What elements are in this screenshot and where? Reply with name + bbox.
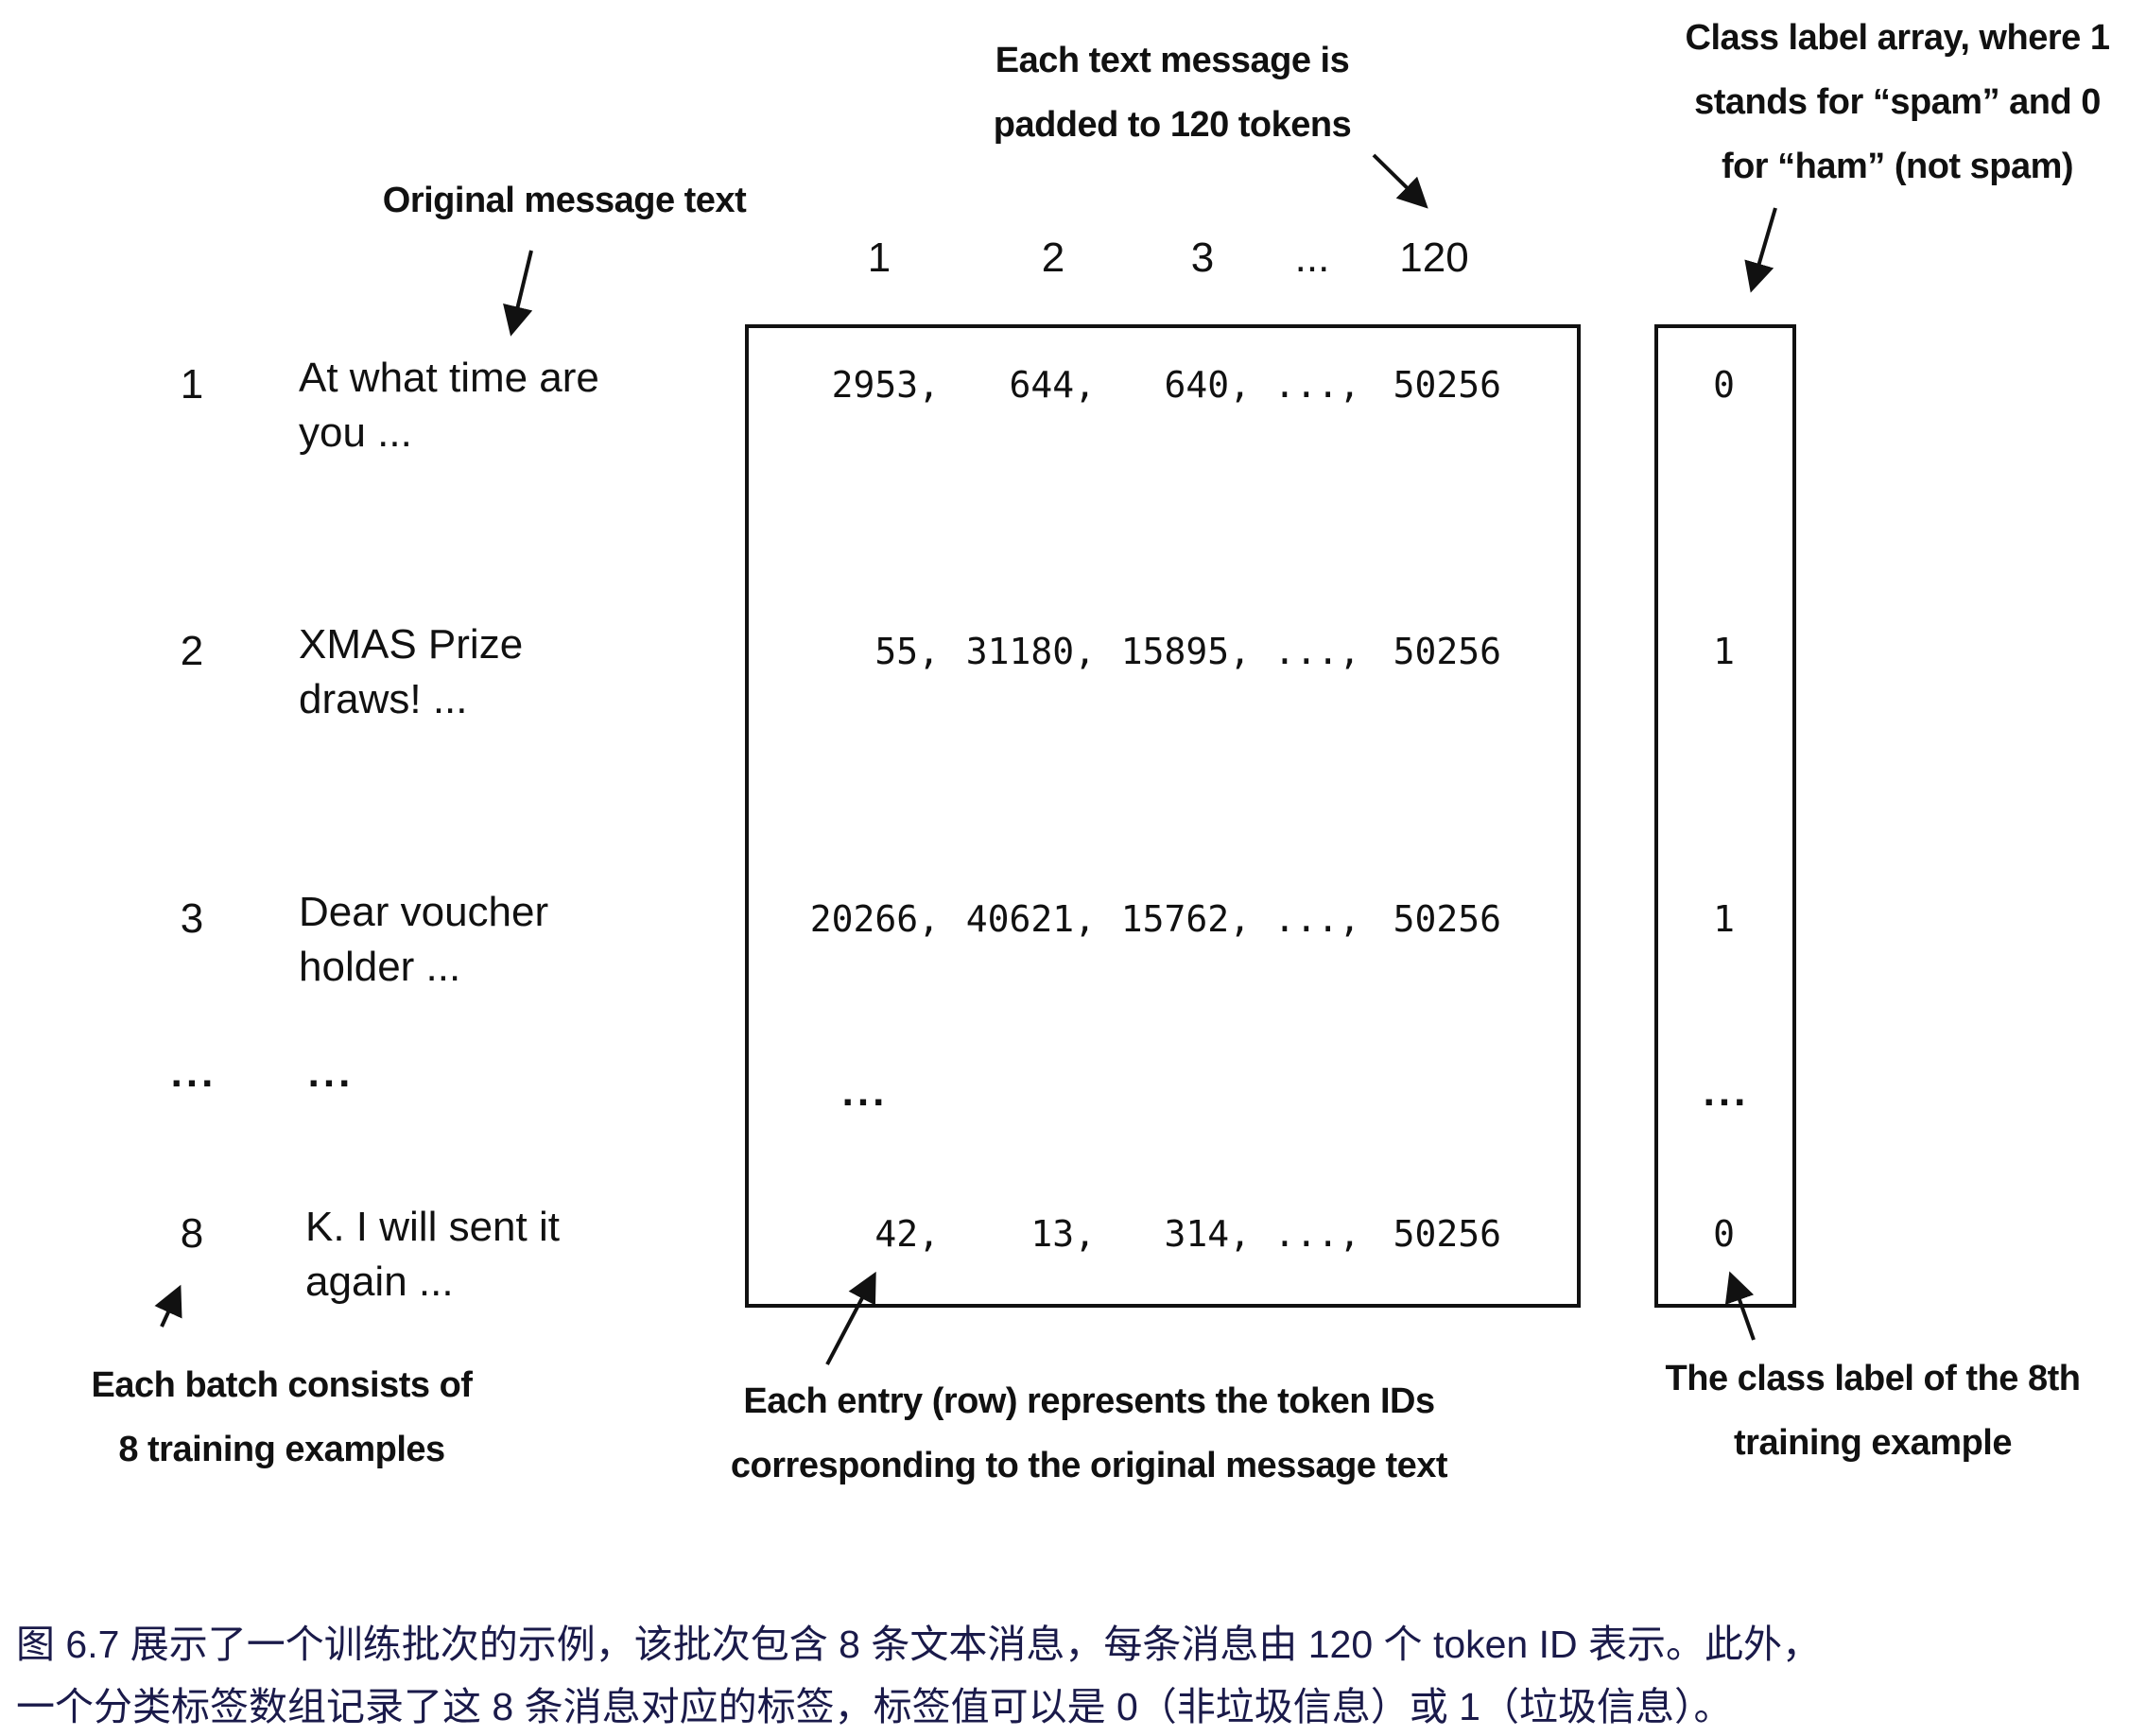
token-id: 55, (874, 631, 940, 672)
arrow-entry (825, 1271, 876, 1365)
token-id: 640, (1164, 364, 1251, 406)
arrow-class-label (1744, 207, 1777, 293)
figure-caption-line-1: 图 6.7 展示了一个训练批次的示例，该批次包含 8 条文本消息，每条消息由 1… (16, 1623, 1822, 1666)
token-id: ..., (1273, 898, 1360, 940)
annotation-original-text: Original message text (382, 181, 747, 220)
token-id: ..., (1273, 1213, 1360, 1255)
arrow-eighth (1724, 1271, 1756, 1341)
annotation-eighth: The class label of the 8th training exam… (1666, 1346, 2081, 1475)
token-id: 13, (1030, 1213, 1096, 1255)
row-number: 2 (180, 628, 204, 674)
annotation-line: 8 training examples (118, 1430, 445, 1469)
token-id: 50256 (1393, 631, 1501, 672)
class-label: 1 (1713, 631, 1735, 672)
message-text-line: Dear voucher (299, 889, 549, 935)
message-text-line: draws! ... (299, 676, 468, 722)
annotation-line: Each entry (row) represents the token ID… (743, 1381, 1435, 1421)
annotation-line: corresponding to the original message te… (730, 1446, 1448, 1485)
column-header: 1 (867, 234, 891, 281)
arrow-padded (1372, 153, 1428, 209)
message-text-line: you ... (299, 409, 412, 456)
token-id: 40621, (965, 898, 1096, 940)
token-id: 2953, (831, 364, 940, 406)
figure-caption-line-2: 一个分类标签数组记录了这 8 条消息对应的标签，标签值可以是 0（非垃圾信息）或… (16, 1685, 1733, 1728)
annotation-line: training example (1734, 1423, 2012, 1463)
annotation-entry: Each entry (row) represents the token ID… (730, 1369, 1448, 1498)
token-id: 50256 (1393, 1213, 1501, 1255)
column-header: 3 (1190, 234, 1215, 281)
annotation-class-label: Class label array, where 1 stands for “s… (1686, 6, 2110, 199)
token-ellipsis: ... (841, 1068, 889, 1115)
token-id-matrix-box (745, 324, 1581, 1308)
token-id: ..., (1273, 364, 1360, 406)
message-ellipsis: ... (307, 1050, 355, 1096)
annotation-line: Each text message is (995, 41, 1350, 80)
message-text-line: XMAS Prize (299, 621, 524, 668)
row-number: 3 (180, 895, 204, 942)
annotation-line: Each batch consists of (91, 1365, 473, 1405)
token-id: 50256 (1393, 898, 1501, 940)
class-label: 0 (1713, 364, 1735, 406)
annotation-line: for “ham” (not spam) (1721, 147, 2074, 186)
annotation-line: Class label array, where 1 (1685, 18, 2110, 58)
token-id: ..., (1273, 631, 1360, 672)
message-text-line: again ... (305, 1259, 454, 1305)
message-text-line: K. I will sent it (305, 1204, 560, 1250)
row-number: 1 (180, 361, 204, 408)
token-id: 20266, (809, 898, 940, 940)
annotation-batch: Each batch consists of 8 training exampl… (92, 1353, 473, 1482)
annotation-padded: Each text message is padded to 120 token… (994, 28, 1352, 157)
row-number-ellipsis: ... (170, 1050, 217, 1096)
class-label-array-box (1654, 324, 1796, 1308)
class-label: 1 (1713, 898, 1735, 940)
row-number: 8 (180, 1210, 204, 1257)
column-header: 2 (1041, 234, 1065, 281)
message-text-line: At what time are (299, 355, 599, 401)
column-header: 120 (1399, 234, 1469, 281)
class-label: 0 (1713, 1213, 1735, 1255)
annotation-line: stands for “spam” and 0 (1694, 82, 2101, 122)
annotation-line: padded to 120 tokens (993, 105, 1352, 145)
message-text-line: holder ... (299, 944, 461, 990)
token-id: 644, (1009, 364, 1096, 406)
column-header: ... (1294, 234, 1330, 281)
token-id: 314, (1164, 1213, 1251, 1255)
label-ellipsis: ... (1703, 1068, 1750, 1115)
token-id: 31180, (965, 631, 1096, 672)
token-id: 42, (874, 1213, 940, 1255)
token-id: 15762, (1120, 898, 1251, 940)
arrow-batch (154, 1284, 182, 1328)
token-id: 15895, (1120, 631, 1251, 672)
annotation-line: The class label of the 8th (1665, 1359, 2081, 1398)
arrow-original-text (503, 250, 533, 337)
token-id: 50256 (1393, 364, 1501, 406)
